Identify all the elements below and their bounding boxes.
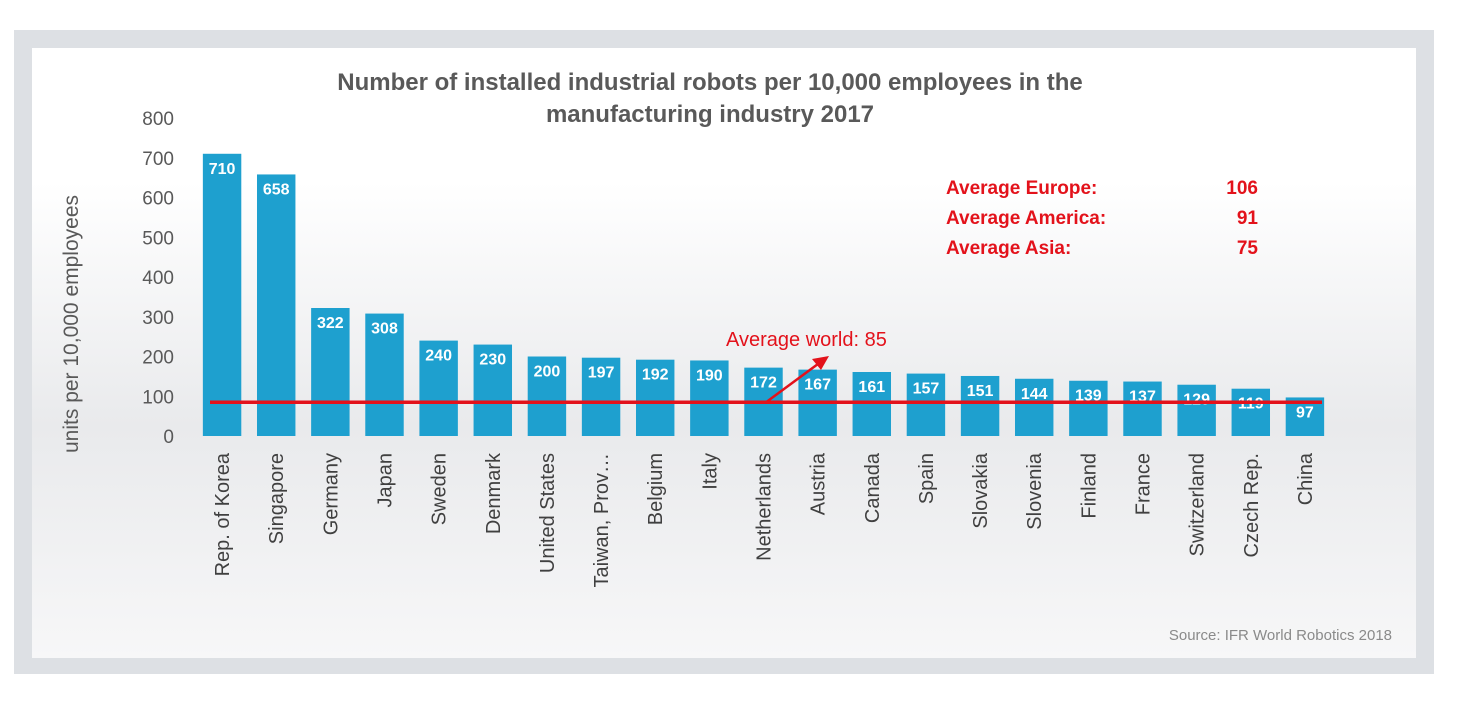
bars <box>202 153 1325 436</box>
data-label: 240 <box>425 348 452 365</box>
y-tick-label: 200 <box>142 348 174 369</box>
data-label: 197 <box>588 365 615 382</box>
data-label: 658 <box>263 181 290 198</box>
chart-panel: Number of installed industrial robots pe… <box>32 48 1416 658</box>
category-label: Finland <box>1078 453 1100 519</box>
bar <box>1069 380 1108 436</box>
regional-average-label: Average Asia: <box>946 238 1071 259</box>
data-label: 161 <box>858 379 885 396</box>
regional-average-label: Average Europe: <box>946 178 1097 199</box>
category-label: Sweden <box>429 453 451 525</box>
category-label: Czech Rep. <box>1241 453 1263 558</box>
y-tick-label: 700 <box>142 149 174 170</box>
data-label: 172 <box>750 375 777 392</box>
data-label: 157 <box>913 381 940 398</box>
chart-title-line-1: Number of installed industrial robots pe… <box>337 69 1083 96</box>
y-tick-label: 0 <box>163 427 174 448</box>
bar-chart: Number of installed industrial robots pe… <box>60 69 1392 644</box>
bar <box>419 340 458 436</box>
regional-average-value: 91 <box>1237 208 1259 229</box>
bar <box>581 357 621 436</box>
data-label: 97 <box>1296 404 1314 421</box>
category-label: China <box>1295 452 1317 505</box>
category-label: United States <box>537 453 559 573</box>
data-label: 710 <box>209 161 236 178</box>
average-world-arrowhead <box>812 356 829 370</box>
y-tick-label: 800 <box>142 109 174 130</box>
source-note: Source: IFR World Robotics 2018 <box>1169 627 1392 644</box>
regional-average-value: 106 <box>1226 178 1258 199</box>
data-label: 167 <box>804 377 831 394</box>
data-label: 192 <box>642 367 669 384</box>
chart-title-line-2: manufacturing industry 2017 <box>546 101 874 128</box>
y-axis-label: units per 10,000 employees <box>60 195 83 453</box>
data-label: 308 <box>371 321 398 338</box>
y-tick-label: 400 <box>142 268 174 289</box>
y-tick-label: 100 <box>142 387 174 408</box>
category-label: Rep. of Korea <box>212 452 234 576</box>
category-label: Italy <box>699 453 721 490</box>
data-labels: 710 658 322 308 240 230 200 197 192 190 172 167 161 1… <box>209 161 1314 422</box>
data-label: 200 <box>534 364 561 381</box>
bar <box>256 174 296 436</box>
regional-average-label: Average America: <box>946 208 1106 229</box>
category-label: Belgium <box>645 453 667 525</box>
category-labels: Rep. of Korea Singapore Germany Japan Sweden… <box>212 452 1317 587</box>
bar <box>202 153 242 436</box>
y-tick-label: 500 <box>142 228 174 249</box>
data-label: 129 <box>1183 392 1210 409</box>
category-label: France <box>1133 453 1155 515</box>
data-label: 151 <box>967 383 994 400</box>
category-label: Japan <box>375 453 397 508</box>
average-world-label: Average world: 85 <box>726 329 887 351</box>
category-label: Switzerland <box>1187 453 1209 556</box>
bar <box>527 356 567 436</box>
category-label: Germany <box>320 453 342 535</box>
category-label: Slovakia <box>970 452 992 528</box>
category-label: Austria <box>808 452 830 515</box>
average-world-arrow <box>764 359 823 405</box>
bar <box>473 344 513 436</box>
regional-average-value: 75 <box>1237 238 1259 259</box>
bar <box>365 313 404 436</box>
bar <box>906 373 946 436</box>
bar <box>635 359 675 436</box>
category-label: Netherlands <box>754 453 776 561</box>
data-label: 190 <box>696 367 723 384</box>
category-label: Slovenia <box>1024 452 1046 530</box>
category-label: Singapore <box>266 453 288 544</box>
y-tick-label: 600 <box>142 189 174 210</box>
bar <box>690 360 729 436</box>
bar <box>1177 384 1216 436</box>
bar <box>852 372 892 436</box>
bar <box>1123 381 1162 436</box>
category-label: Taiwan, Prov… <box>591 453 613 588</box>
chart-frame: Number of installed industrial robots pe… <box>14 30 1434 674</box>
bar <box>311 308 350 436</box>
bar <box>960 375 1000 436</box>
bar <box>1014 378 1054 436</box>
category-label: Canada <box>862 452 884 523</box>
category-label: Spain <box>916 453 938 504</box>
regional-averages: Average Europe: 106 Average America: 91 Aver… <box>946 178 1258 259</box>
y-tick-label: 300 <box>142 308 174 329</box>
bar <box>1231 388 1271 436</box>
data-label: 144 <box>1021 386 1048 403</box>
data-label: 322 <box>317 315 344 332</box>
y-tick-labels: 0 100 200 300 400 500 600 700 800 <box>142 109 174 448</box>
category-label: Denmark <box>483 452 505 534</box>
data-label: 230 <box>479 352 506 369</box>
data-label: 119 <box>1238 396 1264 413</box>
